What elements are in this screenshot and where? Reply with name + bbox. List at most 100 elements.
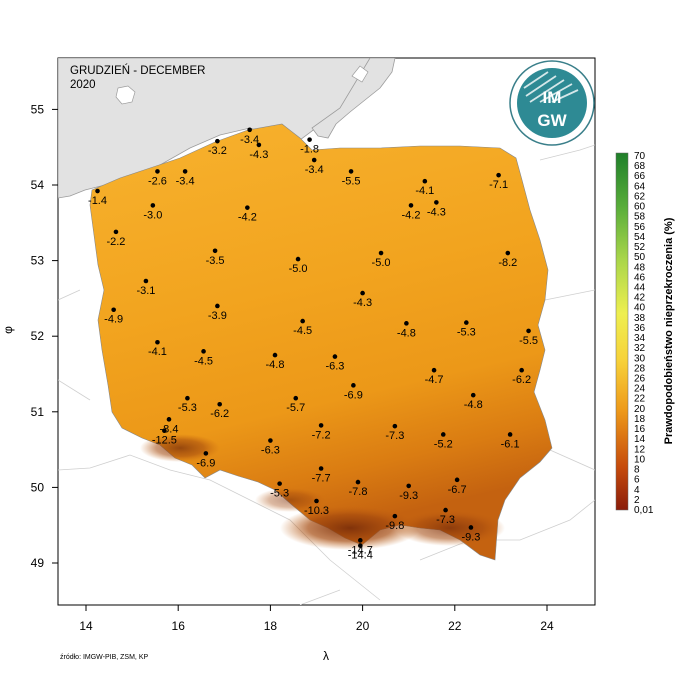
colorbar-tick-label: 24 bbox=[634, 384, 646, 395]
y-tick-label: 54 bbox=[31, 178, 45, 192]
colorbar-tick-label: 42 bbox=[634, 293, 646, 304]
colorbar-tick-label: 6 bbox=[634, 475, 640, 486]
x-tick-label: 18 bbox=[264, 619, 278, 633]
station-value-label: -3.1 bbox=[136, 285, 155, 297]
colorbar bbox=[615, 152, 629, 511]
station-dot bbox=[392, 423, 398, 429]
station-dot bbox=[277, 481, 282, 486]
station-value-label: -4.2 bbox=[402, 209, 421, 221]
station-dot bbox=[150, 203, 156, 208]
station-dot bbox=[293, 395, 299, 401]
station-dot bbox=[505, 250, 511, 256]
station-value-label: -6.7 bbox=[448, 484, 467, 496]
station-dot bbox=[357, 543, 363, 548]
sea-area-east bbox=[311, 58, 396, 139]
station-dot bbox=[526, 328, 531, 334]
station-dot bbox=[268, 438, 273, 443]
station-value-label: -5.3 bbox=[457, 327, 476, 339]
station-value-label: -6.9 bbox=[196, 457, 215, 469]
y-tick-label: 50 bbox=[31, 480, 45, 494]
station-value-label: -2.2 bbox=[106, 236, 125, 248]
station-dot bbox=[247, 127, 252, 133]
station-dot bbox=[212, 248, 218, 254]
station-dot bbox=[392, 513, 398, 519]
station-value-label: -14.7 bbox=[348, 544, 373, 556]
colorbar-title: Prawdopodobieństwo nieprzekroczenia (%) bbox=[663, 217, 675, 444]
station-dot bbox=[256, 142, 262, 148]
colorbar-tick-label: 54 bbox=[634, 232, 646, 243]
colorbar-tick-label: 68 bbox=[634, 161, 646, 172]
station-dot bbox=[440, 432, 446, 437]
colorbar-tick-label: 66 bbox=[634, 171, 646, 182]
colorbar-tick-label: 20 bbox=[634, 404, 646, 415]
station-dot bbox=[182, 169, 188, 174]
station-dot bbox=[111, 307, 116, 313]
colorbar-tick-label: 40 bbox=[634, 303, 646, 314]
colorbar-tick-label: 46 bbox=[634, 272, 646, 283]
station-dot bbox=[215, 303, 220, 309]
colorbar-tick-label: 32 bbox=[634, 343, 646, 354]
colorbar-tick-label: 64 bbox=[634, 181, 646, 192]
station-dot bbox=[155, 169, 160, 174]
colorbar-tick-label: 36 bbox=[634, 323, 646, 334]
logo-text-top: IM bbox=[543, 88, 562, 107]
station-dot bbox=[311, 157, 317, 163]
station-value-label: -3.4 bbox=[176, 175, 195, 187]
map-title: GRUDZIEŃ - DECEMBER bbox=[70, 64, 205, 77]
station-value-label: -6.2 bbox=[512, 374, 531, 386]
station-dot bbox=[245, 205, 250, 210]
station-value-label: -3.9 bbox=[208, 310, 227, 322]
colorbar-tick-label: 10 bbox=[634, 454, 646, 465]
station-value-label: -5.3 bbox=[270, 488, 289, 500]
station-value-label: -5.3 bbox=[178, 402, 197, 414]
station-dot bbox=[307, 137, 312, 142]
station-value-label: -5.0 bbox=[372, 257, 391, 269]
station-value-label: -4.9 bbox=[104, 314, 123, 326]
station-value-label: -4.3 bbox=[353, 297, 372, 309]
colorbar-labels: 7068666462605856545250484644424038363432… bbox=[634, 151, 654, 516]
colorbar-tick-label: 34 bbox=[634, 333, 646, 344]
station-dot bbox=[314, 498, 319, 504]
colorbar-tick-label: 44 bbox=[634, 282, 646, 293]
station-value-label: -8.4 bbox=[159, 423, 178, 435]
station-value-label: -3.4 bbox=[240, 134, 259, 146]
station-dot bbox=[507, 432, 513, 437]
station-value-label: -7.7 bbox=[312, 473, 331, 485]
station-value-label: -4.5 bbox=[293, 325, 312, 337]
station-value-label: -9.3 bbox=[461, 531, 480, 543]
station-dot bbox=[434, 200, 439, 205]
station-dot bbox=[357, 538, 363, 543]
tatra-shading bbox=[280, 506, 420, 550]
station-dot bbox=[468, 525, 474, 530]
station-value-label: -3.4 bbox=[305, 164, 324, 176]
station-value-label: -14.4 bbox=[348, 550, 373, 562]
colorbar-tick-label: 30 bbox=[634, 353, 646, 364]
station-dot bbox=[155, 339, 160, 345]
station-value-label: -5.5 bbox=[342, 175, 361, 187]
station-dot bbox=[464, 320, 469, 325]
colorbar-tick-label: 16 bbox=[634, 424, 646, 435]
colorbar-tick-label: 52 bbox=[634, 242, 646, 253]
station-value-label: -4.2 bbox=[238, 212, 257, 224]
colorbar-tick-label: 56 bbox=[634, 222, 646, 233]
station-value-label: -1.4 bbox=[88, 195, 107, 207]
station-dot bbox=[404, 321, 409, 326]
station-dot bbox=[408, 203, 414, 208]
colorbar-tick-label: 2 bbox=[634, 495, 640, 506]
station-dot bbox=[166, 417, 172, 422]
stations-layer: -1.4 -2.6 -3.4 -3.2 -3.4 -4.3 -1.8 -3.4 -5.5 -3.0… bbox=[88, 127, 538, 562]
colorbar-tick-label: 12 bbox=[634, 444, 646, 455]
y-axis-label: φ bbox=[1, 326, 15, 334]
station-value-label: -4.7 bbox=[425, 374, 444, 386]
colorbar-tick-label: 38 bbox=[634, 313, 646, 324]
x-axis-label: λ bbox=[323, 649, 329, 663]
bieszczady-shading bbox=[395, 510, 505, 546]
station-dot bbox=[332, 354, 338, 359]
colorbar-tick-label: 58 bbox=[634, 212, 646, 223]
island bbox=[115, 85, 136, 105]
station-dot bbox=[519, 367, 524, 373]
station-value-label: -6.1 bbox=[501, 438, 520, 450]
sudety-shading bbox=[140, 434, 220, 462]
x-axis: 14 16 18 20 22 24 bbox=[79, 605, 554, 633]
station-value-label: -5.0 bbox=[289, 263, 308, 275]
